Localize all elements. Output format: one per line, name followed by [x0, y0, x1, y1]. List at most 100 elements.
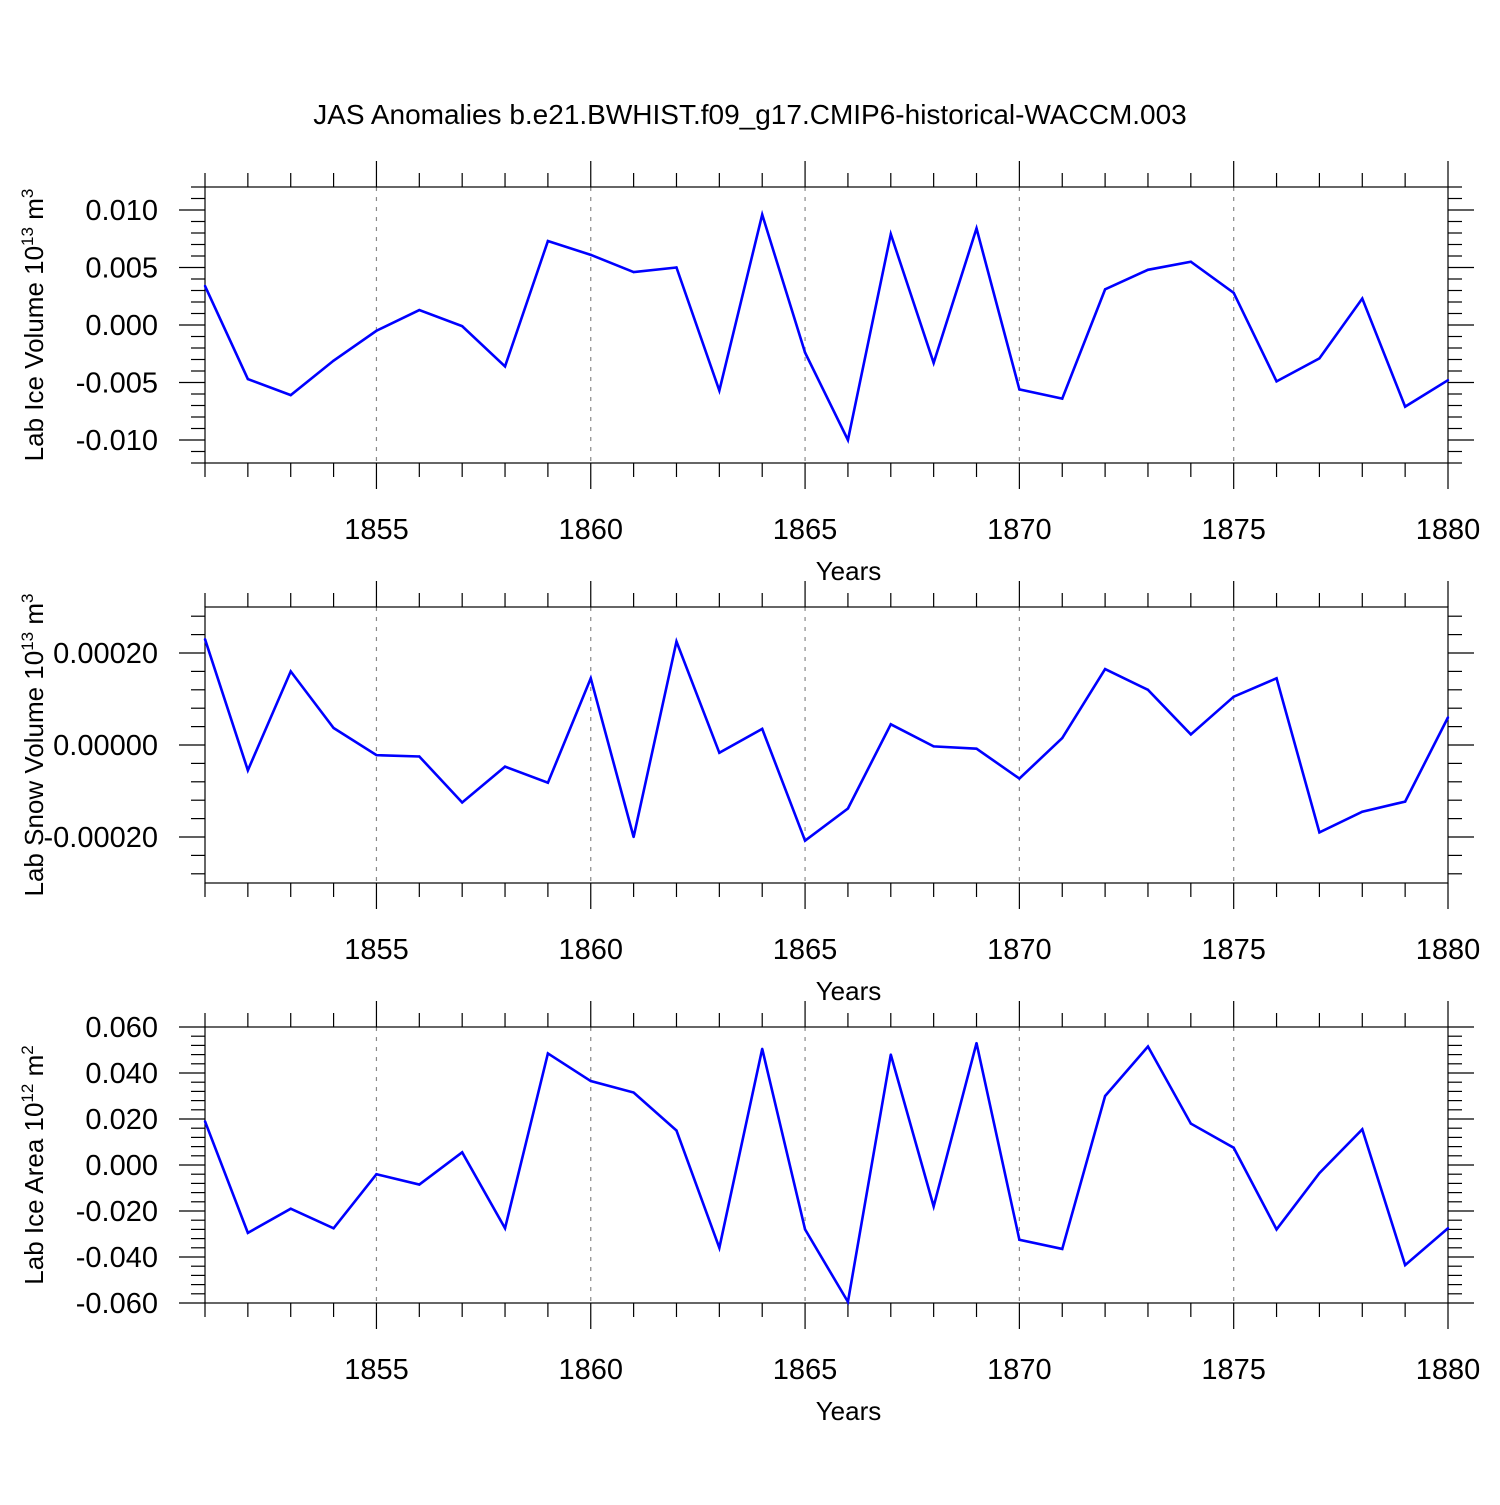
y-tick-label: 0.040	[85, 1058, 158, 1090]
data-point	[1189, 733, 1193, 736]
y-axis-title-part: Lab Ice Area 10	[19, 1103, 49, 1285]
data-point	[460, 801, 464, 804]
data-point	[289, 670, 292, 673]
data-point	[1061, 736, 1064, 740]
data-point	[889, 232, 892, 236]
x-tick-label: 1875	[1201, 934, 1266, 966]
data-point	[1189, 260, 1193, 263]
data-point	[1403, 1263, 1407, 1267]
data-point	[761, 727, 764, 731]
data-point	[632, 270, 635, 274]
data-point	[1018, 388, 1021, 391]
data-point	[589, 677, 592, 680]
data-point	[203, 638, 207, 641]
data-point	[1232, 291, 1235, 294]
data-point	[375, 329, 378, 332]
y-axis-title: Lab Snow Volume 1013 m3	[18, 593, 49, 896]
data-point	[418, 308, 421, 312]
x-tick-label: 1855	[344, 1354, 409, 1386]
data-point	[503, 765, 507, 768]
x-tick-label: 1865	[773, 1354, 838, 1386]
y-axis-title: Lab Ice Volume 1013 m3	[18, 189, 49, 462]
y-axis-title-part: Lab Snow Volume 10	[19, 651, 49, 897]
x-tick-label: 1880	[1416, 1354, 1481, 1386]
data-point	[1446, 716, 1450, 719]
data-point	[418, 755, 421, 758]
data-point	[932, 745, 935, 748]
x-tick-label: 1865	[773, 934, 838, 966]
y-axis-title-superscript: 3	[18, 593, 37, 602]
y-tick-label: -0.060	[76, 1288, 158, 1320]
series-line-1	[203, 636, 1450, 843]
x-tick-label: 1870	[987, 934, 1052, 966]
y-tick-label: 0.020	[85, 1104, 158, 1136]
y-axis-title-part: Lab Ice Volume 10	[19, 246, 49, 461]
data-point	[1103, 288, 1107, 291]
y-axis-title-part: m	[19, 603, 49, 632]
data-point	[932, 361, 935, 365]
data-point	[203, 1120, 207, 1123]
data-point	[375, 753, 378, 757]
data-point	[1146, 268, 1150, 271]
y-tick-label: -0.005	[76, 368, 158, 400]
data-point	[589, 1079, 592, 1083]
data-point	[1018, 777, 1021, 780]
data-point	[375, 1173, 378, 1176]
data-point	[246, 1231, 250, 1235]
x-tick-label: 1870	[987, 1354, 1052, 1386]
data-point	[675, 640, 678, 643]
y-tick-label: -0.040	[76, 1242, 158, 1274]
data-point	[1146, 688, 1150, 691]
y-tick-label: 0.000	[85, 310, 158, 342]
data-point	[889, 1053, 892, 1056]
series-line-1	[203, 209, 1449, 444]
x-tick-label: 1855	[344, 514, 409, 546]
data-point	[1403, 405, 1407, 408]
plot-frame	[204, 186, 1449, 464]
data-point	[203, 284, 207, 288]
data-point	[246, 377, 250, 381]
data-point	[975, 747, 978, 750]
x-tick-label: 1860	[559, 1354, 624, 1386]
panel-1: 1855 1860 1865 1870 1875 1880 Years -0.010 -0.00…	[18, 161, 1480, 586]
data-point	[1446, 379, 1450, 382]
y-tick-label: 0.00000	[53, 730, 158, 762]
x-axis-title: Years	[816, 976, 882, 1006]
data-point	[1318, 1171, 1321, 1175]
x-tick-label: 1865	[773, 514, 838, 546]
data-point	[1189, 1122, 1193, 1125]
y-tick-label: -0.020	[76, 1196, 158, 1228]
data-point	[1103, 667, 1107, 671]
data-point	[246, 769, 250, 772]
data-point	[1232, 695, 1235, 698]
data-point	[1018, 1238, 1021, 1241]
y-axis-title-superscript: 12	[18, 1084, 37, 1103]
y-axis-title: Lab Ice Area 1012 m2	[18, 1045, 49, 1284]
data-point	[332, 359, 335, 362]
y-tick-label: 0.00020	[53, 638, 158, 670]
data-point	[418, 1183, 421, 1186]
y-axis-title-superscript: 13	[18, 632, 37, 651]
y-axis-title-part: m	[19, 1055, 49, 1084]
x-tick-label: 1875	[1201, 1354, 1266, 1386]
data-point	[332, 1227, 335, 1230]
data-point	[803, 351, 807, 354]
x-axis-title: Years	[816, 556, 882, 586]
plot-frame	[204, 606, 1449, 884]
data-point	[846, 438, 850, 442]
data-point	[289, 1207, 292, 1210]
data-point	[975, 1041, 978, 1045]
y-axis-title-superscript: 13	[18, 227, 37, 246]
data-point	[589, 253, 592, 257]
data-point	[932, 1205, 935, 1208]
y-tick-label: -0.00020	[44, 822, 159, 854]
plot-frame	[204, 1026, 1449, 1304]
x-tick-label: 1860	[559, 934, 624, 966]
data-point	[1061, 1247, 1064, 1251]
data-point	[803, 1228, 807, 1231]
data-point	[718, 389, 721, 392]
data-point	[718, 1246, 721, 1250]
data-point	[460, 1151, 464, 1154]
